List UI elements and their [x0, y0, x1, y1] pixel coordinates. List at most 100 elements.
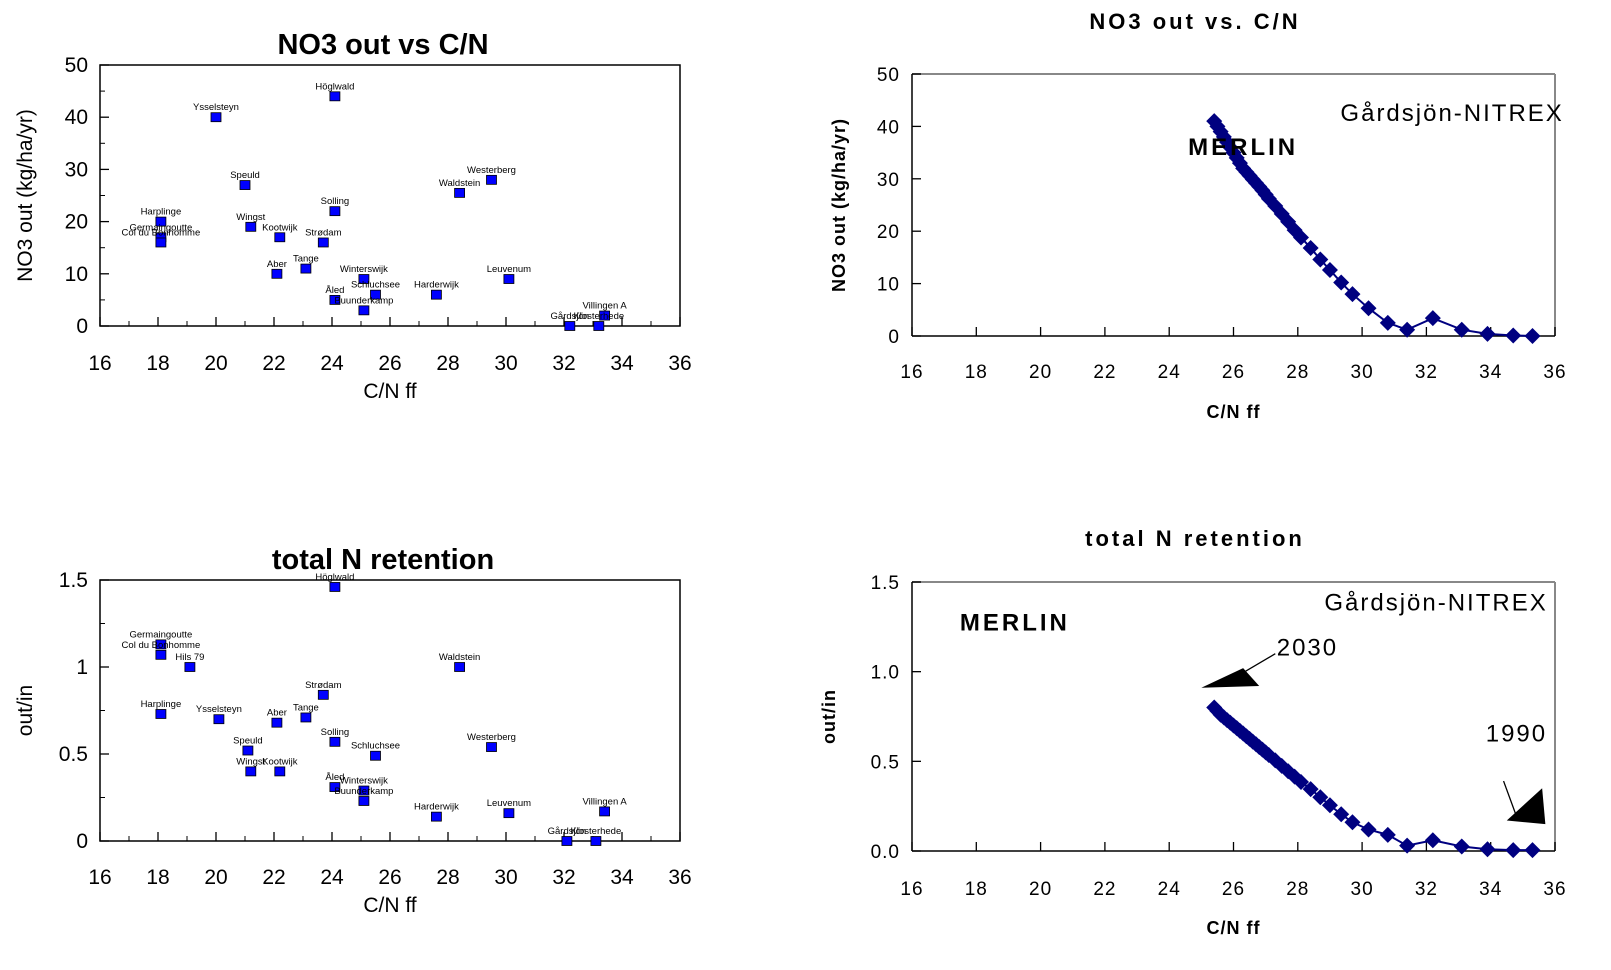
- point-label: Solling: [321, 196, 350, 207]
- data-point: [155, 216, 167, 227]
- x-tick-label: 22: [1093, 879, 1116, 900]
- x-axis-label: C/N ff: [363, 380, 416, 403]
- point-label: Winterswijk: [340, 776, 388, 787]
- data-point: [1293, 773, 1310, 790]
- x-tick-label: 18: [146, 352, 169, 375]
- x-tick-label: 24: [320, 866, 344, 889]
- point-label: Harderwijk: [414, 802, 459, 813]
- y-axis-label: out/in: [819, 689, 839, 744]
- y-tick-label: 0.5: [871, 752, 900, 773]
- data-point: [1524, 328, 1541, 344]
- point-label: Harplinge: [141, 207, 182, 218]
- data-point: [1424, 310, 1441, 327]
- x-tick-label: 34: [1479, 362, 1502, 383]
- x-tick-label: 16: [900, 362, 923, 383]
- y-axis-label: NO3 out (kg/ha/yr): [829, 118, 849, 292]
- x-tick-label: 36: [1543, 362, 1566, 383]
- x-tick-label: 20: [1029, 879, 1052, 900]
- point-label: Germaingoutte: [129, 222, 192, 233]
- point-label: Wingst: [236, 756, 265, 767]
- data-point: [1360, 821, 1377, 838]
- chart-retention-scatter: total N retention 16 18 20 22 24 26 28 30 32 34 36 0…: [14, 544, 692, 917]
- y-tick-label: 1: [76, 656, 88, 679]
- data-point: [271, 268, 283, 279]
- point-label: Waldstein: [439, 178, 480, 189]
- point-label: Speuld: [233, 736, 263, 747]
- point-label: Åled: [325, 772, 344, 783]
- x-tick-label: 22: [262, 866, 285, 889]
- arrow-1990-head: [1506, 788, 1546, 825]
- point-label: Waldstein: [439, 652, 480, 663]
- point-label: Winterswijk: [340, 264, 388, 275]
- data-point: [271, 717, 283, 728]
- point-label: Westerberg: [467, 165, 516, 176]
- data-point: [155, 709, 167, 719]
- y-tick-label: 0: [76, 830, 88, 853]
- x-tick-label: 32: [552, 352, 575, 375]
- x-tick-label: 24: [1158, 879, 1181, 900]
- data-point: [430, 811, 442, 822]
- point-label: Aber: [267, 259, 287, 270]
- y-tick-label: 30: [877, 170, 900, 191]
- point-label: Strødam: [305, 227, 342, 238]
- point-label: Villingen A: [582, 796, 627, 807]
- x-tick-label: 24: [320, 352, 344, 375]
- point-label: Ysselsteyn: [196, 704, 242, 715]
- x-tick-label: 34: [610, 866, 634, 889]
- point-label: Strødam: [305, 680, 342, 691]
- chart-title: total N retention: [272, 544, 494, 576]
- y-tick-label: 20: [877, 222, 900, 243]
- data-point: [1524, 842, 1541, 859]
- point-label: Schluchsee: [351, 280, 400, 291]
- data-point: [503, 808, 515, 819]
- chart-annotation: 1990: [1486, 721, 1547, 748]
- y-tick-label: 1.5: [59, 569, 88, 592]
- x-tick-label: 34: [610, 352, 634, 375]
- data-point: [274, 766, 286, 777]
- data-point: [329, 782, 341, 792]
- data-point: [599, 310, 610, 321]
- data-point: [503, 274, 515, 284]
- x-tick-label: 20: [204, 866, 227, 889]
- x-tick-label: 20: [204, 352, 227, 375]
- x-tick-label: 28: [436, 352, 459, 375]
- data-point: [358, 305, 370, 316]
- x-tick-label: 16: [88, 352, 111, 375]
- data-point: [155, 237, 167, 248]
- point-label: Höglwald: [315, 81, 354, 92]
- x-tick-label: 36: [668, 352, 691, 375]
- data-point: [1321, 797, 1338, 814]
- point-label: Ysselsteyn: [193, 102, 239, 113]
- data-point: [358, 274, 370, 284]
- data-point: [300, 263, 312, 274]
- x-tick-label: 24: [1158, 362, 1181, 383]
- chart-retention-merlin: total N retention 16 18 20 22 24 26 28 30 32 34 36 0…: [819, 526, 1566, 938]
- data-point: [1360, 300, 1377, 317]
- chart-title: NO3 out vs C/N: [277, 29, 488, 61]
- x-tick-label: 26: [378, 352, 401, 375]
- y-tick-label: 30: [65, 158, 88, 181]
- data-point: [329, 206, 341, 217]
- chart-no3-merlin: NO3 out vs. C/N 16 18 20 22 24 26 28 30 32 34 36 0 10…: [829, 9, 1566, 422]
- x-tick-label: 22: [262, 352, 285, 375]
- data-point: [210, 112, 222, 123]
- x-tick-label: 28: [1286, 879, 1309, 900]
- data-point: [317, 689, 329, 700]
- x-tick-label: 32: [552, 866, 575, 889]
- data-point: [590, 836, 602, 846]
- data-point: [245, 221, 257, 232]
- chart-annotation: MERLIN: [960, 609, 1070, 636]
- data-point: [1399, 837, 1416, 854]
- y-tick-label: 10: [65, 263, 88, 286]
- data-point: [486, 742, 497, 752]
- data-point: [1302, 239, 1319, 256]
- point-label: Westerberg: [467, 732, 516, 743]
- y-tick-label: 50: [65, 54, 88, 77]
- data-point: [245, 766, 257, 777]
- arrow-2030-head: [1201, 668, 1260, 688]
- x-tick-label: 32: [1415, 879, 1438, 900]
- y-tick-label: 0: [76, 315, 88, 338]
- data-point: [1424, 832, 1441, 849]
- data-point: [329, 294, 341, 305]
